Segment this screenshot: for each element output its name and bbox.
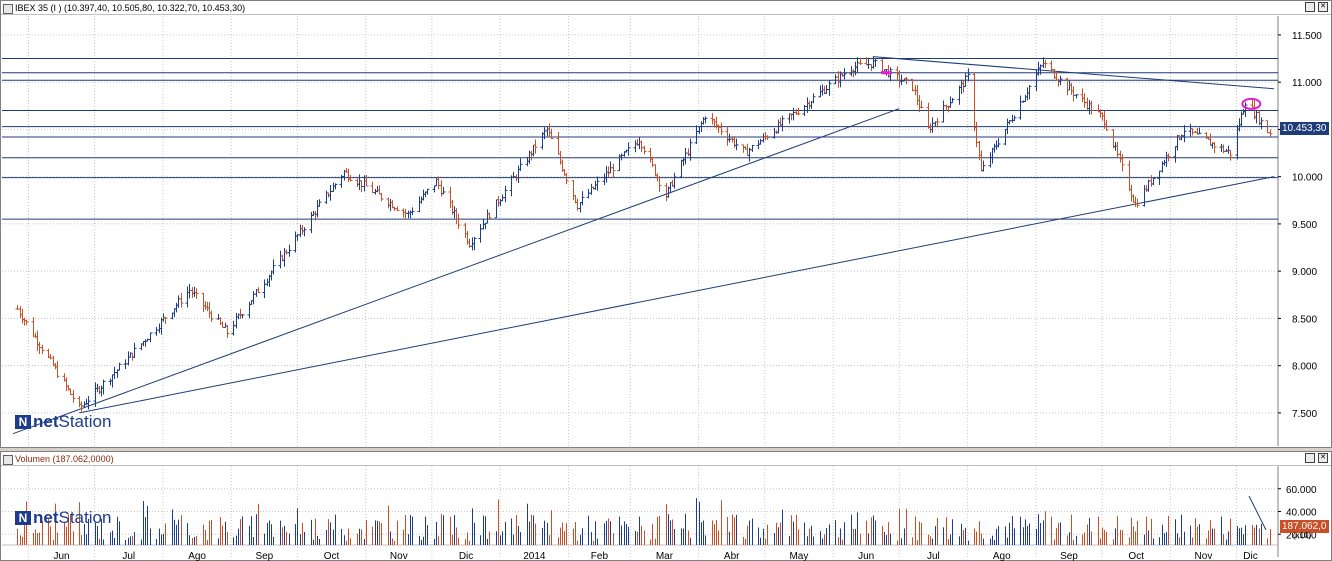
volume-y-tick-label: 60.000 xyxy=(1286,485,1317,496)
x-tick-label: Dic xyxy=(1243,551,1257,561)
x-tick-label: May xyxy=(789,551,808,561)
price-y-tick-label: 7.500 xyxy=(1292,409,1317,420)
price-y-tick-label: 9.500 xyxy=(1292,220,1317,231)
trendline xyxy=(79,176,1275,414)
volume-y-tick-label: 40.000 xyxy=(1286,508,1317,519)
trendline xyxy=(12,108,900,435)
volume-panel-title: Volumen (187.062,0000) xyxy=(15,454,114,464)
x-tick-label: Nov xyxy=(1195,551,1213,561)
volume-y-tick-label: 20.000 xyxy=(1286,530,1317,541)
x-tick-label: Sep xyxy=(255,551,273,561)
price-panel-titlebar: IBEX 35 (I ) (10.397,40, 10.505,80, 10.3… xyxy=(1,1,1331,15)
panel-menu-icon[interactable] xyxy=(3,4,13,14)
x-tick-label: Oct xyxy=(1128,551,1144,561)
x-tick-label: Nov xyxy=(390,551,408,561)
price-panel-title: IBEX 35 (I ) (10.397,40, 10.505,80, 10.3… xyxy=(15,3,246,13)
volume-panel-titlebar: Volumen (187.062,0000) ✕ xyxy=(1,452,1331,466)
x-tick-label: Jul xyxy=(122,551,135,561)
x-tick-label: 2014 xyxy=(523,551,546,561)
netstation-logo-icon: N xyxy=(15,415,31,429)
minimize-button[interactable] xyxy=(1305,453,1315,463)
price-y-tick-label: 11.500 xyxy=(1292,31,1322,42)
x-tick-label: Feb xyxy=(591,551,609,561)
x-tick-label: Abr xyxy=(724,551,740,561)
panel-menu-icon[interactable] xyxy=(3,455,13,465)
price-y-tick-label: 8.500 xyxy=(1292,314,1317,325)
netstation-logo-icon: N xyxy=(15,511,31,525)
x-tick-label: Jun xyxy=(858,551,874,561)
trendline xyxy=(872,56,1275,90)
volume-trendline xyxy=(1248,495,1267,531)
price-y-tick-label: 10.000 xyxy=(1292,173,1323,184)
price-y-tick-label: 11.000 xyxy=(1292,78,1322,89)
x-tick-label: Dic xyxy=(459,551,473,561)
x-tick-label: Sep xyxy=(1060,551,1078,561)
close-button[interactable]: ✕ xyxy=(1318,453,1328,463)
x-tick-label: Ago xyxy=(993,551,1011,561)
x-tick-label: Oct xyxy=(324,551,340,561)
x-tick-label: Jun xyxy=(53,551,69,561)
price-y-tick-label: 8.000 xyxy=(1292,362,1317,373)
volume-unit-label: (x10) xyxy=(1293,531,1312,540)
highlight-ellipse xyxy=(1241,97,1262,110)
price-y-tick-label: 9.000 xyxy=(1292,267,1317,278)
close-button[interactable]: ✕ xyxy=(1318,2,1328,12)
x-tick-label: Ago xyxy=(188,551,206,561)
last-volume-label: 187.062,0 xyxy=(1280,520,1329,533)
minimize-button[interactable] xyxy=(1305,2,1315,12)
x-tick-label: Mar xyxy=(656,551,674,561)
x-tick-label: Jul xyxy=(927,551,940,561)
last-price-label: 10.453,30 xyxy=(1280,122,1329,135)
